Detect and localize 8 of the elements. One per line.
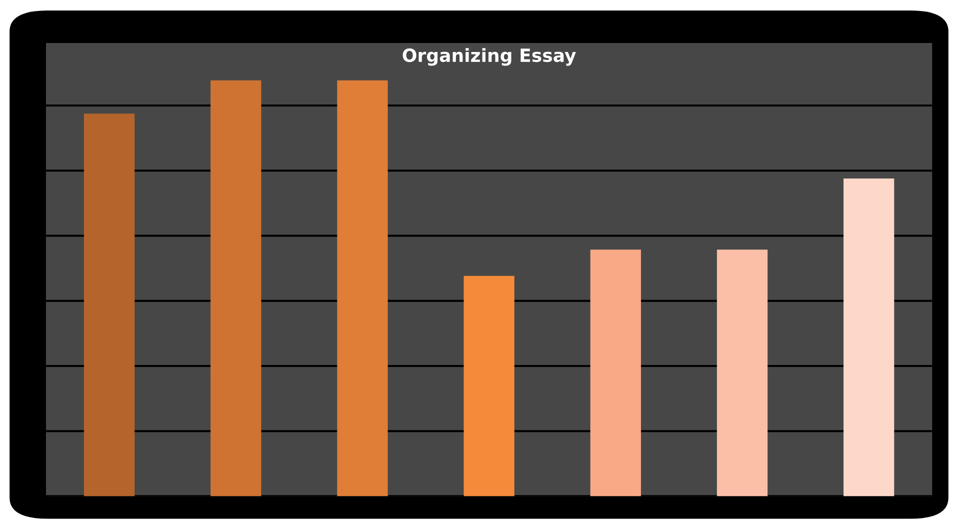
bar: [84, 114, 135, 496]
chart-title: Organizing Essay: [402, 48, 576, 66]
bar: [210, 80, 262, 496]
bar: [464, 276, 514, 496]
bar: [590, 250, 641, 496]
bar: [337, 80, 388, 496]
bar: [716, 250, 768, 496]
bar: [844, 178, 894, 496]
